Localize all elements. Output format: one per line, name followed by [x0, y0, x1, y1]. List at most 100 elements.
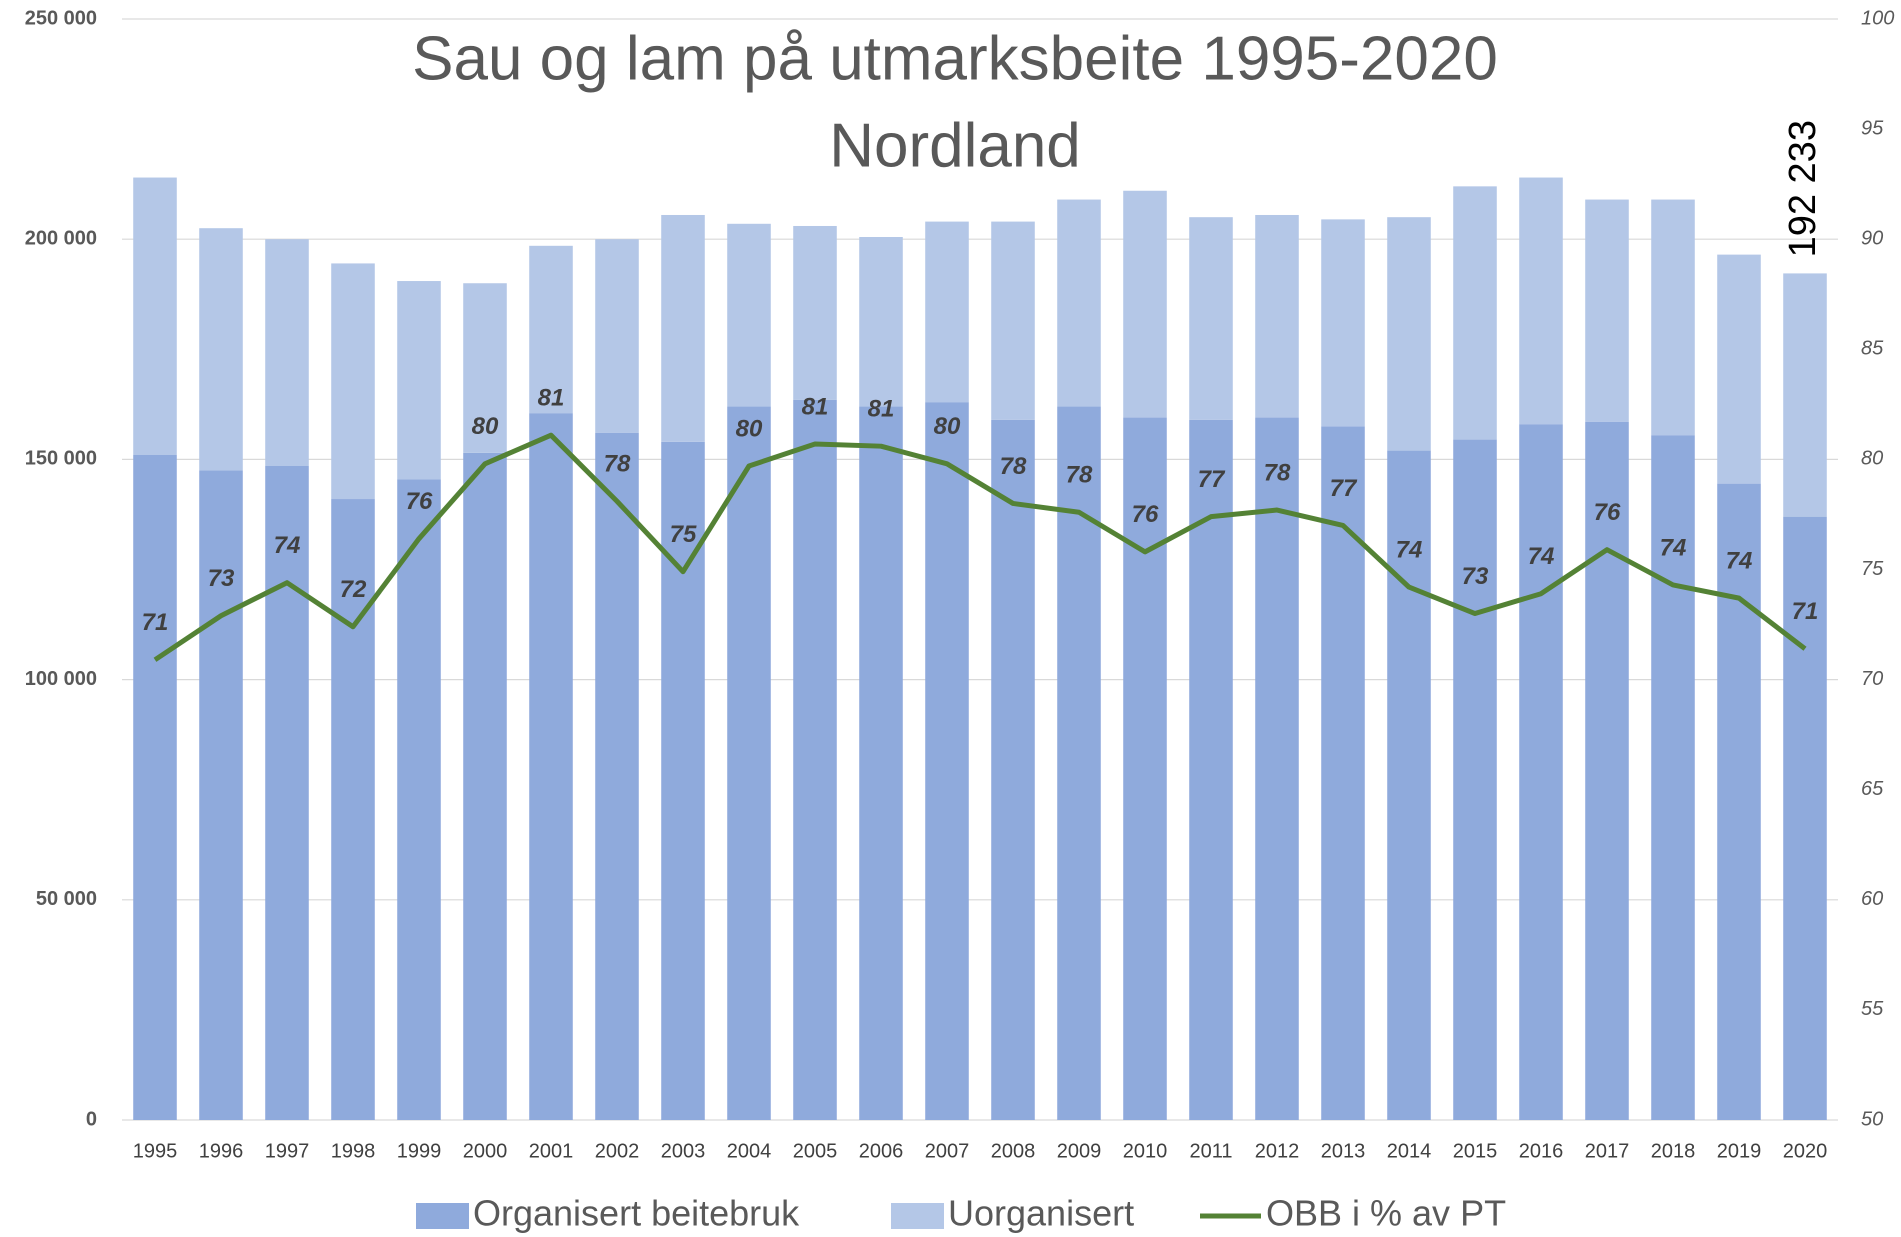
legend-swatch — [891, 1203, 944, 1229]
x-tick-label: 2011 — [1189, 1140, 1232, 1162]
data-label: 78 — [1066, 462, 1093, 489]
bar — [1453, 439, 1497, 1120]
y2-tick-label: 70 — [1861, 668, 1883, 690]
bar — [1717, 254, 1761, 484]
data-label: 74 — [274, 532, 301, 559]
bar — [925, 221, 969, 403]
y2-tick-label: 90 — [1861, 227, 1883, 249]
data-label: 78 — [1264, 459, 1291, 486]
bar — [265, 466, 309, 1121]
bar — [463, 283, 507, 453]
line — [153, 432, 1807, 662]
y-tick-label: 0 — [86, 1108, 97, 1130]
data-label: 81 — [868, 396, 895, 423]
bar — [1189, 217, 1233, 420]
bar — [1255, 214, 1299, 418]
bar — [463, 452, 507, 1120]
bar — [397, 281, 441, 480]
bar — [1189, 419, 1233, 1120]
bar — [859, 406, 903, 1120]
data-label: 71 — [1792, 598, 1819, 625]
bar — [529, 245, 573, 414]
data-label: 76 — [1594, 499, 1621, 526]
data-label: 78 — [1000, 453, 1027, 480]
y2-tick-label: 65 — [1861, 778, 1884, 800]
total-label: 192 233 — [1782, 120, 1824, 257]
bar — [1519, 424, 1563, 1121]
chart-title: Sau og lam på utmarksbeite 1995-2020 — [412, 24, 1498, 93]
x-tick-label: 2020 — [1783, 1140, 1828, 1162]
bar — [859, 236, 903, 407]
x-tick-label: 2006 — [859, 1140, 904, 1162]
legend-label: Uorganisert — [948, 1193, 1134, 1234]
y2-tick-label: 100 — [1861, 7, 1894, 29]
bar — [1717, 483, 1761, 1120]
x-tick-label: 2014 — [1387, 1140, 1432, 1162]
bar — [991, 221, 1035, 420]
data-label: 74 — [1726, 547, 1753, 574]
legend-swatch — [416, 1203, 469, 1229]
bar — [133, 454, 177, 1121]
data-label: 78 — [604, 451, 631, 478]
bar — [1783, 516, 1827, 1120]
x-tick-label: 2008 — [991, 1140, 1036, 1162]
y-tick-label: 50 000 — [36, 888, 97, 910]
data-label: 71 — [142, 609, 169, 636]
bar — [199, 228, 243, 471]
bar — [1651, 435, 1695, 1121]
data-label: 76 — [1132, 501, 1159, 528]
x-tick-label: 1995 — [133, 1140, 178, 1162]
bar — [1057, 406, 1101, 1120]
bar — [397, 479, 441, 1120]
bar — [1585, 421, 1629, 1120]
bar — [331, 499, 375, 1120]
legend-label: Organisert beitebruk — [473, 1193, 800, 1234]
y2-tick-label: 75 — [1861, 558, 1884, 580]
bar — [793, 225, 837, 400]
data-label: 77 — [1198, 466, 1226, 493]
bar — [199, 470, 243, 1120]
bar — [133, 177, 177, 455]
bar — [727, 406, 771, 1120]
data-label: 72 — [340, 576, 367, 603]
bar — [1651, 199, 1695, 436]
x-tick-label: 2016 — [1519, 1140, 1564, 1162]
bar — [331, 263, 375, 500]
bar — [925, 402, 969, 1120]
bar — [793, 399, 837, 1120]
y-tick-label: 250 000 — [25, 7, 97, 29]
x-tick-label: 2000 — [463, 1140, 508, 1162]
data-label: 74 — [1528, 543, 1555, 570]
data-label: 74 — [1396, 536, 1423, 563]
chart-title: Nordland — [829, 111, 1081, 180]
y2-tick-label: 85 — [1861, 338, 1884, 360]
data-label: 77 — [1330, 475, 1358, 502]
x-tick-label: 2015 — [1453, 1140, 1498, 1162]
x-tick-label: 1996 — [199, 1140, 244, 1162]
y2-tick-label: 50 — [1861, 1108, 1883, 1130]
bar — [1321, 426, 1365, 1120]
y2-tick-label: 80 — [1861, 448, 1883, 470]
bar — [1453, 186, 1497, 440]
data-label: 81 — [802, 393, 829, 420]
y-tick-label: 100 000 — [25, 668, 97, 690]
x-tick-label: 2019 — [1717, 1140, 1762, 1162]
bar — [1123, 417, 1167, 1120]
data-label: 80 — [934, 413, 961, 440]
x-tick-label: 2009 — [1057, 1140, 1102, 1162]
data-label: 76 — [406, 488, 433, 515]
bar — [1123, 190, 1167, 418]
y2-tick-label: 55 — [1861, 998, 1884, 1020]
bar — [1519, 177, 1563, 425]
x-tick-label: 2002 — [595, 1140, 640, 1162]
x-tick-label: 1998 — [331, 1140, 376, 1162]
bar — [727, 223, 771, 407]
x-tick-label: 2005 — [793, 1140, 838, 1162]
bar — [529, 413, 573, 1121]
x-tick-label: 2004 — [727, 1140, 772, 1162]
bar — [595, 239, 639, 433]
bar — [1387, 450, 1431, 1120]
bar — [1585, 199, 1629, 422]
